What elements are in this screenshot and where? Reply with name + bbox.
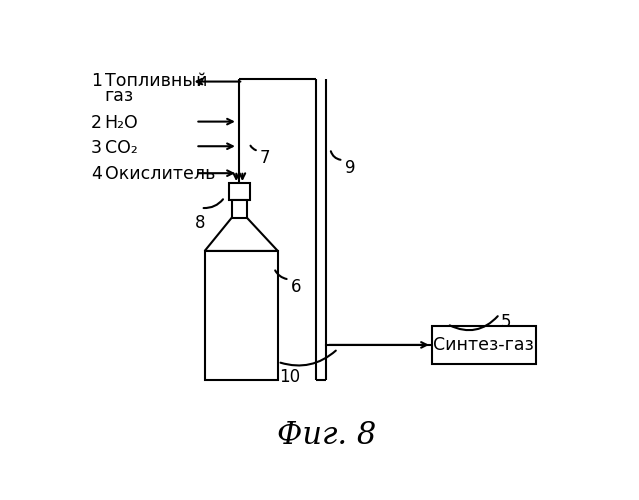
Text: 6: 6 <box>291 278 302 296</box>
Text: Топливный: Топливный <box>105 72 207 90</box>
Text: 3: 3 <box>91 140 102 158</box>
Bar <box>229 183 250 200</box>
Text: Окислитель: Окислитель <box>105 164 215 182</box>
Bar <box>231 200 247 218</box>
Text: 10: 10 <box>279 368 300 386</box>
Text: 7: 7 <box>260 148 270 166</box>
Text: 9: 9 <box>345 158 355 176</box>
Text: 5: 5 <box>501 312 512 330</box>
Text: Синтез-газ: Синтез-газ <box>433 336 534 354</box>
Text: CO₂: CO₂ <box>105 140 137 158</box>
Text: 2: 2 <box>91 114 102 132</box>
Text: 4: 4 <box>91 164 102 182</box>
Polygon shape <box>204 218 278 251</box>
Text: Фиг. 8: Фиг. 8 <box>277 420 377 452</box>
Bar <box>432 326 535 364</box>
Text: 1: 1 <box>91 72 102 90</box>
Text: газ: газ <box>105 87 134 105</box>
Text: 8: 8 <box>195 214 205 232</box>
Bar <box>204 251 278 380</box>
Text: H₂O: H₂O <box>105 114 138 132</box>
